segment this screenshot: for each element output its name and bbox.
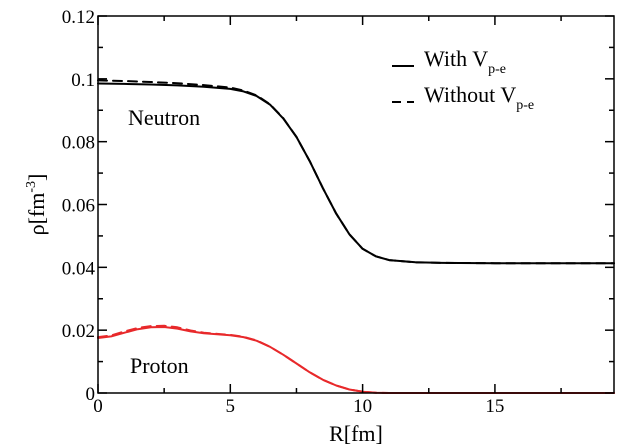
y-axis-label-base: ρ[fm [24, 193, 49, 236]
legend-entry-with-text: With V [424, 46, 488, 71]
legend-entry-without: Without Vp-e [424, 82, 534, 113]
y-tick-label: 0.04 [62, 258, 96, 279]
y-tick-label: 0.06 [62, 196, 95, 217]
legend-entry-with-sub: p-e [488, 62, 506, 77]
ticks-layer: 0 5 10 15 0 0.02 0.04 0.06 0.08 0.1 0.12 [62, 7, 614, 417]
legend: With Vp-e Without Vp-e [392, 46, 534, 113]
neutron-label: Neutron [128, 105, 200, 130]
y-axis-label-close: ] [24, 174, 49, 181]
x-axis-label: R[fm] [329, 421, 383, 446]
legend-entry-without-text: Without V [424, 82, 516, 107]
y-tick-label: 0 [86, 384, 96, 405]
y-axis-label: ρ[fm-3] [24, 174, 49, 236]
y-tick-label: 0.08 [62, 133, 95, 154]
y-tick-label: 0.1 [71, 70, 95, 91]
plot-frame [97, 15, 615, 394]
legend-entry-with: With Vp-e [424, 46, 506, 77]
x-tick-label: 10 [353, 396, 372, 417]
y-tick-label: 0.02 [62, 321, 95, 342]
y-axis-label-sup: -3 [24, 181, 39, 193]
x-tick-label: 5 [226, 396, 236, 417]
x-tick-label: 15 [485, 396, 504, 417]
series-neutron-dashed [97, 79, 615, 265]
legend-entry-without-sub: p-e [516, 98, 534, 113]
proton-label: Proton [130, 353, 189, 378]
x-tick-label: 0 [93, 396, 103, 417]
y-tick-label: 0.12 [62, 7, 95, 28]
